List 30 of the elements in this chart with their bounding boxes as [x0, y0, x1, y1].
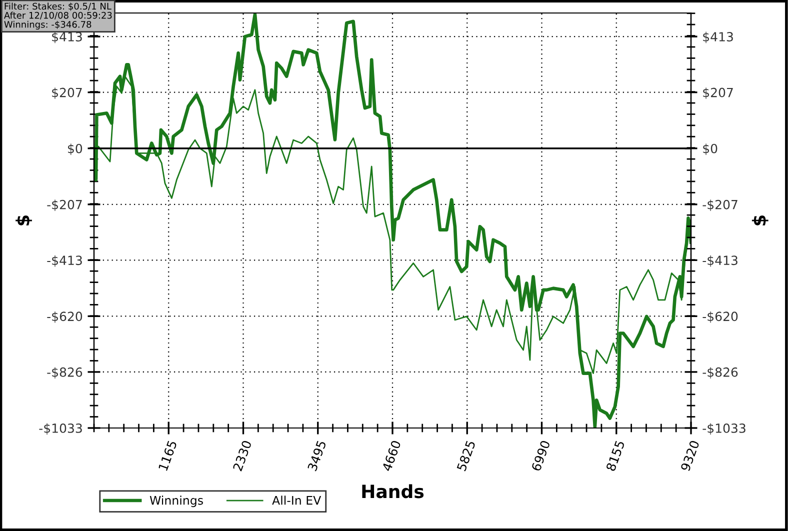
y-tick-label: $0	[68, 144, 82, 155]
x-axis-title: Hands	[362, 484, 424, 498]
y2-tick-label: -$413	[702, 255, 738, 267]
legend-label: All-In EV	[272, 496, 322, 505]
x-tick-label: 6990	[531, 440, 550, 472]
x-tick-label: 1165	[158, 440, 178, 472]
x-tick-label: 9320	[680, 440, 700, 472]
y2-tick-label: $413	[703, 32, 733, 44]
y-tick-label: -$207	[47, 200, 82, 211]
y2-tick-label: -$826	[702, 367, 738, 379]
legend-label: Winnings	[150, 496, 203, 508]
y-tick-label: $413	[52, 32, 82, 44]
y2-tick-label: -$1033	[702, 423, 746, 435]
y2-tick-label: $207	[703, 88, 733, 99]
y2-tick-label: -$620	[702, 311, 738, 323]
y2-axis-title: $	[752, 215, 768, 226]
x-tick-label: 8155	[606, 440, 625, 472]
y-axis-title: $	[16, 215, 32, 226]
y-tick-label: -$1033	[39, 423, 82, 435]
y2-tick-label: -$207	[702, 200, 738, 211]
annotation: Filter: Stakes: $0.5/1 NL After 12/10/08 00:59:23 Winnings: -$346.78	[4, 2, 112, 30]
y-tick-label: $207	[52, 88, 82, 99]
y-tick-label: -$620	[47, 311, 82, 323]
x-tick-label: 4660	[382, 440, 402, 472]
x-tick-label: 2330	[232, 440, 252, 472]
x-tick-label: 5825	[456, 440, 476, 472]
y2-tick-label: $0	[703, 144, 718, 155]
y-tick-label: -$413	[47, 255, 82, 267]
x-tick-label: 3495	[307, 440, 326, 472]
y-tick-label: -$826	[47, 367, 82, 379]
